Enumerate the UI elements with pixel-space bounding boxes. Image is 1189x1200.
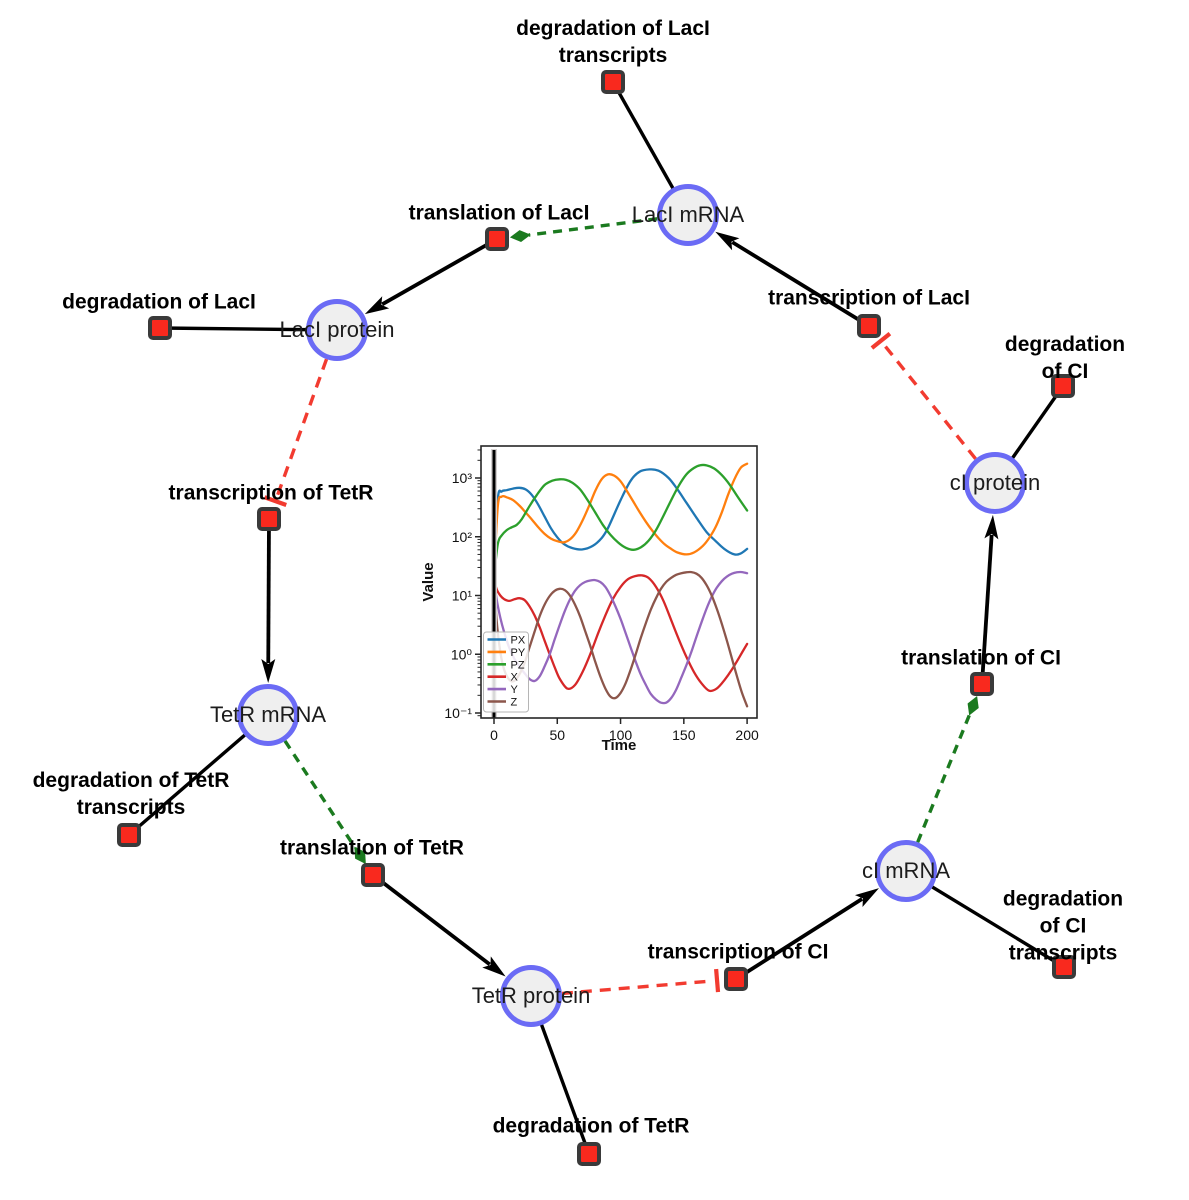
edge-plain-ci_protein-deg_ci <box>993 385 1065 484</box>
edge-inhibition-ci_protein-tx_laci <box>870 331 977 460</box>
legend-label-Y: Y <box>511 684 519 696</box>
edge-arrow-tx_laci-laci_mrna <box>715 231 870 328</box>
inhibition-tbar-icon <box>870 331 892 350</box>
legend-label-PZ: PZ <box>511 659 525 671</box>
edge-modifier-laci_mrna-tl_laci <box>509 217 658 243</box>
legend-label-PX: PX <box>511 635 526 647</box>
arrowhead-icon <box>482 956 506 977</box>
arrowhead-icon <box>261 658 276 684</box>
edge-plain-tetr_mrna-deg_tetr_tx <box>127 713 270 837</box>
series-line-PY <box>492 462 749 579</box>
y-axis-tick-label: 10¹ <box>452 588 473 604</box>
x-axis-tick-label: 150 <box>672 727 696 743</box>
series-line-Z <box>492 570 749 708</box>
legend-label-X: X <box>511 672 519 684</box>
arrowhead-icon <box>984 514 999 540</box>
x-axis-tick-label: 50 <box>549 727 565 743</box>
edge-plain-tetr_protein-deg_tetr <box>529 995 591 1155</box>
legend-label-Z: Z <box>511 697 518 709</box>
edge-arrow-tx_tetr-tetr_mrna <box>261 518 276 684</box>
axes-frame <box>480 445 758 719</box>
edge-inhibition-tetr_protein-tx_ci <box>561 968 721 996</box>
y-axis-tick-label: 10² <box>452 529 473 545</box>
edge-arrow-tl_ci-ci_protein <box>980 514 999 685</box>
edge-plain-laci_protein-deg_laci <box>159 326 338 332</box>
inhibition-tbar-icon <box>714 968 721 993</box>
x-axis-tick-label: 200 <box>735 727 759 743</box>
edge-modifier-tetr_mrna-tl_tetr <box>283 739 366 865</box>
arrowhead-icon <box>854 888 879 907</box>
edge-plain-laci_mrna-deg_laci_tx <box>611 81 690 216</box>
y-axis-tick-label: 10⁰ <box>451 646 473 662</box>
x-axis-title: Time <box>602 737 637 754</box>
edge-plain-ci_mrna-deg_ci_tx <box>905 869 1065 969</box>
x-axis-tick-label: 100 <box>609 727 633 743</box>
modifier-diamond-icon <box>967 696 979 716</box>
series-line-PX <box>492 468 749 579</box>
legend-label-PY: PY <box>511 647 526 659</box>
edge-arrow-tl_laci-laci_protein <box>364 237 498 315</box>
series-line-PZ <box>492 463 749 579</box>
timeseries-plot: 0 50 100 150 20010³10²10¹10⁰10⁻¹TimeValuePXP… <box>415 435 775 765</box>
inhibition-tbar-icon <box>263 495 287 507</box>
edge-modifier-ci_mrna-tl_ci <box>916 696 979 843</box>
modifier-diamond-icon <box>354 846 366 865</box>
modifier-diamond-icon <box>509 230 531 243</box>
x-axis-tick-label: 0 <box>490 727 498 743</box>
edge-arrow-tl_tetr-tetr_protein <box>371 873 506 977</box>
arrowhead-icon <box>715 231 740 251</box>
edge-inhibition-laci_protein-tx_tetr <box>263 358 329 507</box>
series-line-Y <box>492 570 749 705</box>
edge-arrow-tx_ci-ci_mrna <box>734 888 879 981</box>
arrowhead-icon <box>364 296 390 315</box>
y-axis-tick-label: 10⁻¹ <box>444 705 472 721</box>
y-axis-title: Value <box>420 562 437 601</box>
y-axis-tick-label: 10³ <box>452 470 473 486</box>
series-line-X <box>492 574 749 693</box>
